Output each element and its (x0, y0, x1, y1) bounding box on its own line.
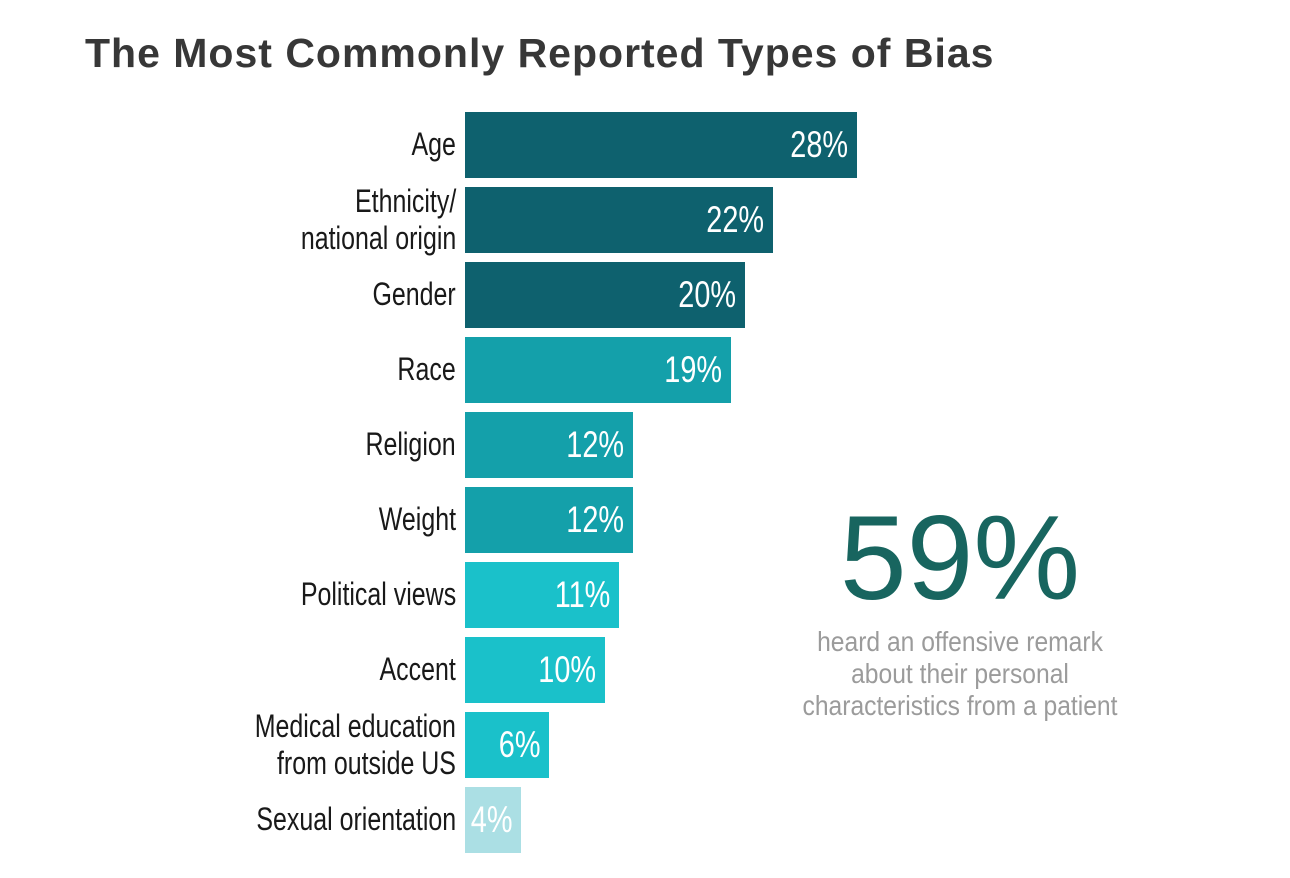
category-label: Weight (378, 501, 456, 538)
bar-value-label: 4% (470, 799, 512, 840)
bar: 20% (465, 262, 745, 328)
category-label: Gender (372, 276, 456, 313)
bar-value-label: 22% (706, 199, 764, 240)
stat-caption-line: about their personal (851, 658, 1069, 689)
bar: 28% (465, 112, 857, 178)
stat-value: 59% (839, 491, 1081, 625)
bar-value-label: 12% (566, 424, 624, 465)
stat-caption-line: heard an offensive remark (817, 626, 1103, 657)
category-label-cell: Political views (0, 562, 456, 628)
category-label: Medical education from outside US (254, 707, 456, 781)
bar: 6% (465, 712, 549, 778)
category-label-cell: Accent (0, 637, 456, 703)
category-label: Sexual orientation (256, 801, 456, 838)
bar: 11% (465, 562, 619, 628)
chart-title: The Most Commonly Reported Types of Bias (85, 30, 995, 76)
bar: 10% (465, 637, 605, 703)
category-label-cell: Age (0, 112, 456, 178)
bar-row: Sexual orientation 4% (0, 787, 900, 853)
bar: 12% (465, 412, 633, 478)
category-label: Age (411, 126, 456, 163)
bar-row: Political views 11% (0, 562, 900, 628)
category-label-cell: Sexual orientation (0, 787, 456, 853)
bar-value-label: 20% (678, 274, 736, 315)
bar-value-label: 28% (790, 124, 848, 165)
bar: 12% (465, 487, 633, 553)
bar-value-label: 6% (498, 724, 540, 765)
category-label: Accent (379, 651, 456, 688)
bar-row: Medical education from outside US 6% (0, 708, 900, 781)
category-label-cell: Ethnicity/ national origin (0, 183, 456, 256)
category-label-cell: Race (0, 337, 456, 403)
category-label: Religion (365, 426, 456, 463)
category-label-cell: Weight (0, 487, 456, 553)
category-label-cell: Gender (0, 262, 456, 328)
bar-value-label: 11% (554, 574, 610, 615)
category-label: Political views (300, 576, 456, 613)
category-label: Ethnicity/ national origin (300, 182, 456, 256)
category-label-cell: Religion (0, 412, 456, 478)
bar: 19% (465, 337, 731, 403)
bar-row: Weight 12% (0, 487, 900, 553)
bar: 22% (465, 187, 773, 253)
bar-row: Gender 20% (0, 262, 900, 328)
stat-caption-line: characteristics from a patient (802, 690, 1118, 721)
bar-row: Ethnicity/ national origin 22% (0, 183, 900, 256)
bar-row: Accent 10% (0, 637, 900, 703)
bar-row: Religion 12% (0, 412, 900, 478)
bar-row: Race 19% (0, 337, 900, 403)
bar-value-label: 19% (664, 349, 722, 390)
stat-callout: 59% heard an offensive remark about thei… (775, 498, 1145, 722)
bar-row: Age 28% (0, 112, 900, 178)
stat-caption: heard an offensive remark about their pe… (797, 626, 1123, 722)
bar-value-label: 10% (538, 649, 596, 690)
category-label: Race (397, 351, 456, 388)
bar-value-label: 12% (566, 499, 624, 540)
category-label-cell: Medical education from outside US (0, 708, 456, 781)
bar-chart: Age 28% Ethnicity/ national origin 22% G… (0, 112, 900, 862)
bar: 4% (465, 787, 521, 853)
